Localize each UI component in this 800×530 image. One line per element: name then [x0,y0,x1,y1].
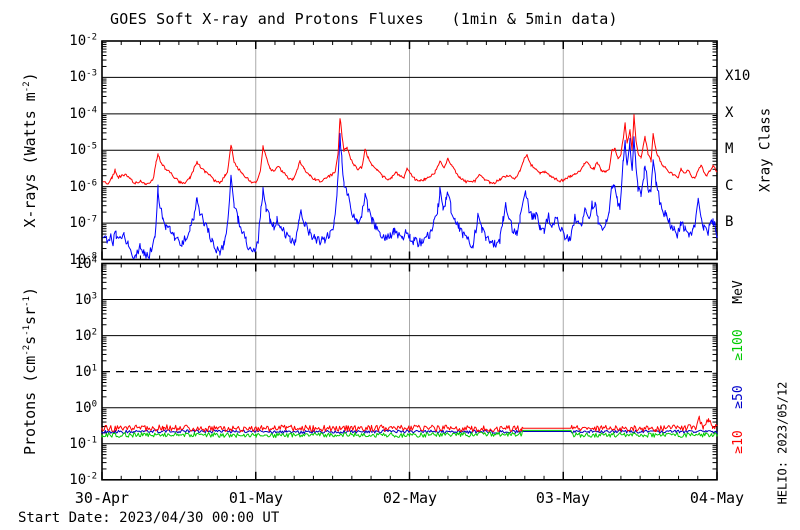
proton-channel-label-ge100: ≥100 [730,329,746,361]
xray-y-axis-label: X-rays (Watts m-2) [20,72,39,228]
xray-class-label-X10: X10 [725,68,751,84]
y-tick-label: 102 [74,327,97,344]
y-tick-label: 10-4 [69,105,97,122]
y-tick-label: 10-5 [69,141,97,158]
xray-class-label-X: X [725,105,734,121]
series-xray-long-1min [102,114,718,186]
x-date-label: 03-May [535,489,591,507]
xray-class-label-M: M [725,141,734,157]
chart-title: GOES Soft X-ray and Protons Fluxes (1min… [110,10,618,28]
y-tick-label: 104 [74,255,97,272]
y-tick-label: 101 [74,363,97,380]
y-tick-label: 103 [74,291,97,308]
y-tick-label: 100 [74,399,97,416]
y-tick-label: 10-7 [69,214,97,231]
proton-y-axis-label: Protons (cm-2s-1sr-1) [20,287,39,455]
xray-class-label-C: C [725,178,734,194]
x-date-label: 30-Apr [74,489,130,507]
y-tick-label: 10-8 [69,251,97,268]
xray-class-axis-label: Xray Class [757,107,774,193]
y-tick-label: 10-6 [69,178,97,195]
series-xray-short-1min [102,132,718,260]
proton-channel-label-ge10: ≥10 [730,430,746,454]
y-tick-label: 10-2 [69,471,97,488]
y-tick-label: 10-1 [69,435,97,452]
x-date-label: 02-May [382,489,438,507]
xray-class-label-B: B [725,214,734,230]
x-date-label: 04-May [689,489,745,507]
x-date-label: 01-May [228,489,284,507]
y-tick-label: 10-2 [69,32,97,49]
y-tick-label: 10-3 [69,68,97,85]
series-protons-ge10MeV-5min [101,415,718,433]
series-protons-ge50MeV-5min [101,429,718,435]
start-date-caption: Start Date: 2023/04/30 00:00 UT [18,510,280,526]
proton-channel-label-ge50: ≥50 [730,385,746,409]
helio-watermark: HELIO: 2023/05/12 [775,381,790,505]
proton-channel-label-MeV: MeV [730,280,746,304]
series-protons-ge100MeV-5min [101,429,718,439]
